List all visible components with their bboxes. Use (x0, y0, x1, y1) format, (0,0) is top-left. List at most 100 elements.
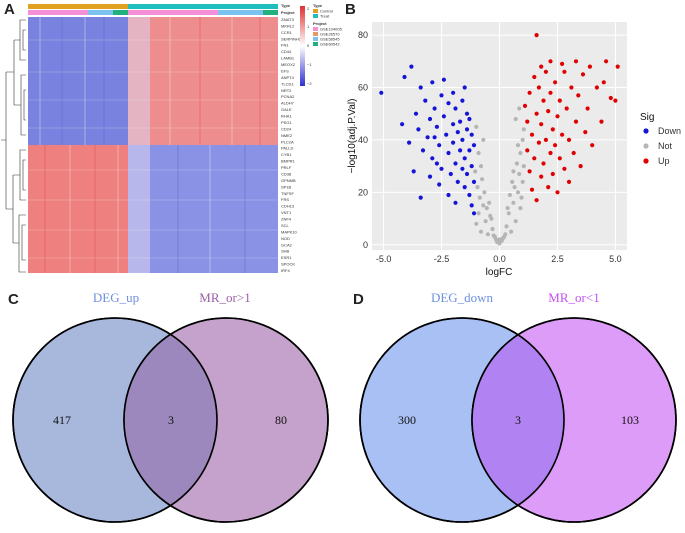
point-down (439, 93, 444, 98)
point-up (564, 106, 569, 111)
legend-label-up: Up (658, 156, 670, 166)
point-not (511, 169, 516, 174)
scale-tick: 0 (307, 43, 310, 48)
point-not (518, 150, 523, 156)
heatmap-legend: 2 1 0 −1 −2 Type Control Treat Project G… (281, 3, 343, 86)
point-not (507, 192, 512, 198)
point-down (467, 116, 472, 122)
point-up (550, 127, 555, 132)
point-up (522, 103, 528, 108)
point-down (420, 148, 426, 153)
gene-label: ESR1 (281, 255, 292, 260)
point-down (464, 111, 470, 116)
gene-label: RHA1 (281, 114, 292, 119)
point-up (550, 171, 555, 177)
type-annotation-bar (28, 4, 278, 9)
venn-d-right-title: MR_or<1 (548, 290, 599, 305)
point-up (529, 187, 535, 192)
point-not (505, 206, 510, 211)
point-down (453, 200, 458, 205)
gridlines (372, 22, 627, 250)
point-up (541, 161, 546, 166)
venn-c-panel: DEG_up MR_or>1 417 3 80 (12, 290, 329, 523)
point-not (518, 206, 523, 211)
point-down (427, 174, 433, 179)
point-down (446, 150, 451, 156)
point-up (529, 132, 535, 137)
point-up (599, 119, 604, 124)
project-legend-title: Project (313, 21, 327, 26)
point-down (458, 119, 463, 124)
gene-label: TNFSF (281, 191, 294, 196)
y-tick-label: 0 (363, 240, 368, 250)
gene-label: GALE (281, 107, 292, 112)
point-up (548, 150, 553, 156)
x-tick-label: 0.0 (493, 254, 506, 264)
point-not (481, 137, 486, 142)
point-down (432, 106, 437, 111)
point-not (493, 237, 499, 242)
point-not (521, 127, 526, 132)
point-down (446, 101, 451, 106)
gene-label: CD24 (281, 126, 292, 131)
point-not (513, 116, 518, 122)
gene-label: CDH13 (281, 204, 295, 209)
point-up (557, 98, 562, 103)
point-not (503, 232, 508, 237)
point-not (483, 219, 488, 224)
point-down (434, 161, 439, 166)
point-not (520, 137, 525, 142)
venn-d-right-count: 103 (621, 413, 639, 427)
point-down (434, 124, 439, 129)
point-up (555, 114, 560, 119)
point-up (594, 85, 599, 90)
venn-d-panel: DEG_down MR_or<1 300 3 103 (359, 290, 677, 523)
point-not (489, 216, 494, 221)
type-label-control: Control (320, 9, 333, 14)
volcano-panel: -5.0 -2.5 0.0 2.5 5.0 0 20 40 60 80 logFC −log10(… (347, 22, 681, 278)
gene-label: SP1B (281, 184, 292, 189)
point-not (485, 232, 490, 237)
project-swatch (313, 37, 318, 41)
point-not (490, 226, 495, 232)
point-up (527, 169, 532, 174)
gene-label: CD38 (281, 172, 292, 177)
point-up (543, 137, 548, 142)
point-up (546, 185, 551, 190)
point-up (571, 150, 576, 156)
x-tick-label: -5.0 (376, 254, 392, 264)
point-down (469, 132, 474, 137)
venn-d-left-count: 300 (398, 413, 416, 427)
venn-c-overlap (124, 318, 217, 522)
annotation-label-type: Type (281, 3, 291, 8)
point-not (474, 124, 479, 129)
venn-c-right-count: 80 (275, 413, 287, 427)
scatter-points (379, 33, 620, 246)
point-not (512, 185, 517, 190)
point-up (613, 98, 618, 103)
y-tick-label: 40 (358, 135, 368, 145)
scale-tick: 2 (307, 6, 310, 11)
point-down (467, 192, 472, 198)
legend-dot-down (643, 128, 649, 134)
venn-c-right-title: MR_or>1 (199, 290, 250, 305)
gene-label: SHB (281, 249, 290, 254)
gene-label: VNT1 (281, 210, 292, 215)
point-not (487, 200, 492, 205)
point-not (515, 190, 521, 195)
point-up (573, 119, 579, 124)
point-down (469, 164, 474, 169)
point-down (441, 114, 446, 119)
gene-label: EFS (281, 69, 289, 74)
type-label-treat: Treat (320, 14, 330, 19)
scale-tick: 1 (307, 24, 310, 29)
point-not (476, 211, 481, 216)
point-not (506, 211, 511, 216)
gene-label: MAPK10 (281, 229, 298, 234)
point-down (451, 122, 456, 127)
point-down (453, 161, 458, 166)
point-not (504, 224, 509, 229)
point-not (478, 229, 484, 234)
point-up (539, 64, 544, 69)
